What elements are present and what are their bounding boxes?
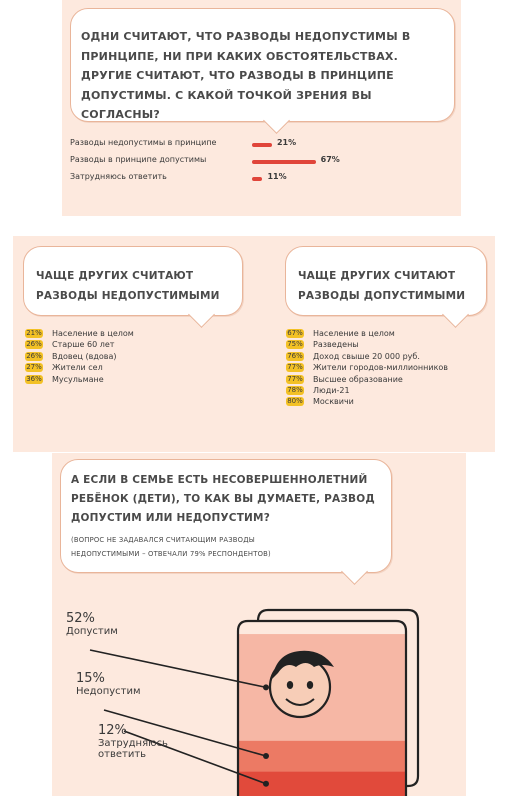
list-item: 67% Население в целом [286, 328, 448, 339]
leader-line [103, 709, 267, 757]
list-item-label: Разведены [313, 340, 359, 350]
value-badge: 36% [25, 374, 43, 384]
question-3-line3: допустим или недопустим? [71, 512, 270, 524]
right-heading-bubble: Чаще других считают разводы допустимыми [285, 246, 487, 328]
list-item-label: Население в целом [313, 329, 395, 338]
list-item: 21% Население в целом [25, 328, 134, 339]
answer-3-label: 12% Затрудняюсь ответить [98, 723, 168, 760]
list-item: 26% Вдовец (вдова) [25, 351, 134, 362]
value-badge: 27% [25, 363, 43, 373]
list-item-label: Жители городов-миллионников [313, 363, 449, 373]
value-badge: 26% [25, 351, 43, 361]
list-item: 36% Мусульмане [25, 374, 134, 385]
answer-2-value: 15% [76, 671, 105, 686]
value-badge: 26% [25, 340, 43, 350]
question-3-line1: А если в семье есть несовершеннолетний [71, 474, 368, 486]
list-item: 77% Жители городов-миллионников [286, 362, 448, 373]
question-bubble-3: А если в семье есть несовершеннолетний р… [60, 459, 392, 585]
answer-3-value: 12% [98, 723, 127, 738]
bar-value: 11% [267, 172, 287, 181]
list-item-label: Жители сел [52, 363, 103, 373]
value-badge: 78% [286, 385, 304, 395]
leader-line [89, 649, 267, 689]
list-item-label: Доход свыше 20 000 руб. [313, 351, 420, 361]
question-bubble-1: Одни считают, что разводы недопустимы в … [70, 8, 455, 134]
bar [252, 177, 263, 181]
value-badge: 80% [286, 397, 304, 407]
list-item: 76% Доход свыше 20 000 руб. [286, 351, 448, 362]
question-3-note-line1: (вопрос не задавался считающим разводы [71, 536, 255, 544]
list-item: 80% Москвичи [286, 396, 448, 407]
list-item: 75% Разведены [286, 339, 448, 350]
face-icon [268, 650, 334, 719]
list-item: 27% Жители сел [25, 362, 134, 373]
list-item-label: Москвичи [313, 397, 354, 407]
question-3-note-line2: недопустимыми – отвечали 79% респонденто… [71, 550, 271, 558]
answer-2-label: 15% Недопустим [76, 671, 141, 697]
list-item-label: Вдовец (вдова) [52, 351, 117, 361]
box-back-outline [256, 608, 420, 788]
bar [252, 143, 272, 147]
list-item: 78% Люди-21 [286, 385, 448, 396]
bar [252, 160, 316, 164]
list-item-label: Старше 60 лет [52, 340, 115, 350]
value-badge: 77% [286, 374, 304, 384]
value-badge: 77% [286, 363, 304, 373]
panel-question-3: А если в семье есть несовершеннолетний р… [52, 453, 466, 796]
right-heading-line2: разводы допустимыми [298, 290, 466, 302]
leader-dot [263, 684, 269, 691]
list-item-label: Люди-21 [313, 385, 350, 395]
left-heading-line1: Чаще других считают [36, 270, 194, 282]
answer-1-caption: Допустим [66, 626, 118, 637]
right-heading-line1: Чаще других считают [298, 270, 456, 282]
value-badge: 21% [25, 329, 43, 338]
bubble-tail [442, 301, 469, 328]
bar-label: Разводы в принципе допустимы [70, 155, 207, 164]
value-badge: 67% [286, 329, 304, 338]
value-badge: 75% [286, 340, 304, 350]
bar-value: 21% [276, 138, 297, 147]
leader-line [123, 730, 267, 785]
left-heading-bubble: Чаще других считают разводы недопустимым… [23, 246, 243, 328]
left-group-list: 21% Население в целом 26% Старше 60 лет 26% В… [25, 328, 134, 385]
list-item: 26% Старше 60 лет [25, 339, 134, 350]
answer-3-caption-line1: Затрудняюсь [98, 738, 168, 749]
leader-dot [263, 780, 269, 787]
panel-question-1: Одни считают, что разводы недопустимы в … [62, 0, 461, 216]
right-group-list: 67% Население в целом 75% Разведены 76% Доход… [286, 328, 448, 408]
bar-label: Разводы недопустимы в принципе [70, 138, 217, 147]
leader-dot [263, 753, 269, 760]
bubble-tail [188, 301, 215, 328]
question-1-text: Одни считают, что разводы недопустимы в … [81, 30, 411, 121]
question-3-line2: ребёнок (дети), то как вы думаете, разво… [71, 493, 375, 505]
box-illustration [89, 608, 420, 796]
answer-3-caption-line2: ответить [98, 749, 147, 760]
answer-1-label: 52% Допустим [66, 611, 118, 637]
list-item: 77% Высшее образование [286, 374, 448, 385]
bar-label: Затрудняюсь ответить [70, 172, 167, 181]
left-heading-line2: разводы недопустимыми [36, 290, 220, 302]
answer-2-caption: Недопустим [76, 686, 141, 697]
box-front-outline [236, 619, 408, 796]
panel-groups: Чаще других считают разводы недопустимым… [13, 236, 495, 452]
bar-value: 67% [320, 155, 340, 164]
list-item-label: Высшее образование [313, 374, 403, 384]
list-item-label: Мусульмане [52, 374, 104, 384]
value-badge: 76% [286, 351, 304, 361]
list-item-label: Население в целом [52, 329, 134, 338]
answer-1-value: 52% [66, 611, 95, 626]
